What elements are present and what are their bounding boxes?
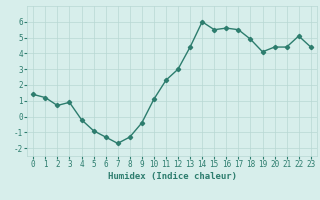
X-axis label: Humidex (Indice chaleur): Humidex (Indice chaleur) <box>108 172 236 181</box>
